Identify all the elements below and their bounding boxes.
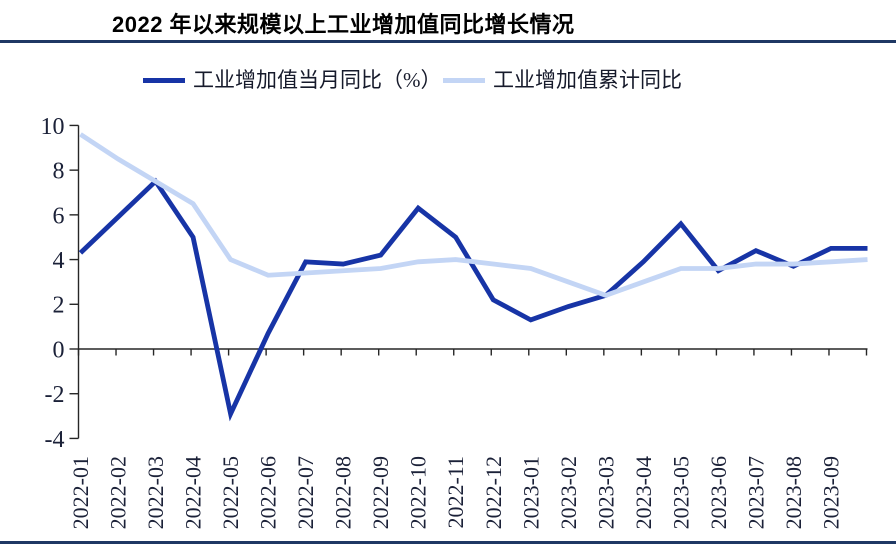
x-tick-label: 2023-09: [818, 456, 843, 529]
x-tick-label: 2023-01: [518, 456, 543, 529]
y-tick-label: -4: [45, 427, 65, 453]
x-tick-label: 2022-10: [406, 456, 431, 529]
legend-line-swatch-cumulative: [443, 77, 485, 83]
legend-label-cumulative: 工业增加值累计同比: [493, 67, 682, 92]
x-tick-label: 2023-03: [593, 456, 618, 529]
x-tick-label: 2022-02: [106, 456, 131, 529]
x-tick-label: 2023-07: [743, 456, 768, 529]
series-line-1: [79, 132, 868, 298]
y-tick-label: 6: [53, 203, 65, 229]
legend-label-monthly: 工业增加值当月同比（%）: [193, 67, 442, 92]
y-tick-label: 2: [53, 293, 65, 319]
x-tick-label: 2022-05: [218, 456, 243, 529]
legend-item-cumulative: 工业增加值累计同比: [443, 69, 682, 91]
footer-divider: [0, 541, 896, 544]
x-tick-label: 2023-06: [706, 456, 731, 529]
x-tick-label: 2022-11: [443, 456, 468, 529]
x-tick-label: 2023-05: [668, 456, 693, 529]
x-tick-label: 2022-09: [368, 456, 393, 529]
x-tick-label: 2023-08: [781, 456, 806, 529]
y-tick-label: 10: [41, 114, 65, 140]
x-tick-label: 2022-03: [143, 456, 168, 529]
x-tick-label: 2022-07: [293, 456, 318, 529]
x-tick-label: 2022-06: [256, 456, 281, 529]
x-tick-label: 2022-04: [181, 456, 206, 529]
x-tick-label: 2023-04: [631, 456, 656, 529]
y-tick-label: 8: [53, 159, 65, 185]
series-line-0: [78, 177, 868, 422]
chart-title: 2022 年以来规模以上工业增加值同比增长情况: [112, 12, 575, 37]
title-divider: [0, 40, 896, 43]
legend-line-swatch-monthly: [143, 77, 185, 83]
y-tick-label: -2: [45, 382, 65, 408]
legend-item-monthly: 工业增加值当月同比（%）: [143, 69, 442, 91]
x-tick-label: 2022-08: [331, 456, 356, 529]
x-tick-label: 2023-02: [556, 456, 581, 529]
x-tick-label: 2022-01: [68, 456, 93, 529]
y-tick-label: 4: [53, 248, 65, 274]
x-tick-label: 2022-12: [481, 456, 506, 529]
y-tick-label: 0: [53, 337, 65, 363]
